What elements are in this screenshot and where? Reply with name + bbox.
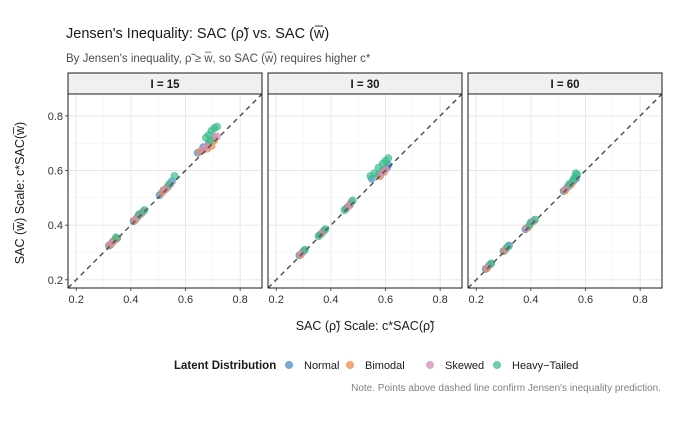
x-tick-label: 0.2 <box>469 294 484 306</box>
facet-strip-label: I = 60 <box>550 79 579 91</box>
x-tick-label: 0.6 <box>178 294 193 306</box>
data-point <box>370 169 379 178</box>
x-tick-label: 0.2 <box>269 294 284 306</box>
y-tick-label: 0.2 <box>48 275 63 287</box>
data-point <box>213 122 221 131</box>
legend-label: Normal <box>304 360 339 372</box>
data-point <box>314 232 323 240</box>
panel-border <box>467 93 663 289</box>
x-tick-label: 0.4 <box>323 294 338 306</box>
facet-strip-label: I = 15 <box>150 79 180 91</box>
data-point <box>503 243 512 251</box>
panel-border <box>67 93 263 289</box>
data-point <box>525 221 534 230</box>
y-tick-label: 0.4 <box>48 220 63 232</box>
data-point <box>206 136 214 145</box>
legend: Latent Distribution Normal Bimodal Skewed H… <box>174 360 578 372</box>
data-point <box>321 225 330 234</box>
facet-strip-label: I = 30 <box>350 79 379 91</box>
data-point <box>170 172 179 180</box>
x-tick-label: 0.8 <box>632 294 647 306</box>
data-point <box>487 259 496 268</box>
legend-key <box>426 361 434 369</box>
x-tick-label: 0.4 <box>123 294 138 306</box>
data-point <box>340 206 349 215</box>
reference-line <box>268 94 462 288</box>
legend-label: Skewed <box>445 360 484 372</box>
chart-title: Jensen's Inequality: SAC (ρ̃) vs. SAC (w… <box>66 26 329 42</box>
x-tick-label: 0.4 <box>523 294 538 306</box>
chart-subtitle: By Jensen's inequality, ρ̃ ≥ w̅, so SAC … <box>66 53 371 65</box>
y-tick-label: 0.6 <box>48 166 63 178</box>
legend-key <box>493 361 501 369</box>
panel-border <box>267 93 463 289</box>
x-tick-label: 0.6 <box>578 294 593 306</box>
legend-item: Heavy−Tailed <box>493 360 578 372</box>
facet-panel: I = 15 0.2 0.4 0.6 0.8 0.2 0.4 0.6 0.8 <box>48 72 263 306</box>
legend-label: Bimodal <box>365 360 405 372</box>
x-tick-label: 0.6 <box>378 294 393 306</box>
legend-label: Heavy−Tailed <box>512 360 578 372</box>
y-axis-title: SAC (w̅) Scale: c*SAC(w̅) <box>13 122 27 264</box>
x-tick-label: 0.2 <box>69 294 84 306</box>
facet-panels: I = 15 0.2 0.4 0.6 0.8 0.2 0.4 0.6 0.8 I = 30 0.2 0… <box>48 72 663 306</box>
legend-item: Skewed <box>426 360 484 372</box>
legend-item: Normal <box>285 360 339 372</box>
reference-line <box>468 94 662 288</box>
facet-panel: I = 30 0.2 0.4 0.6 0.8 <box>267 72 463 306</box>
caption-note: Note. Points above dashed line confirm J… <box>351 383 661 394</box>
data-point <box>300 245 309 254</box>
x-tick-label: 0.8 <box>432 294 447 306</box>
data-point <box>107 239 116 247</box>
x-tick-label: 0.8 <box>232 294 247 306</box>
x-axis-title: SAC (ρ̃) Scale: c*SAC(ρ̃) <box>296 319 435 333</box>
data-point <box>140 206 149 215</box>
points-layer <box>105 122 221 250</box>
legend-item: Bimodal <box>346 360 405 372</box>
facet-panel: I = 60 0.2 0.4 0.6 0.8 <box>467 72 663 306</box>
reference-line <box>68 94 262 288</box>
data-point <box>384 154 393 163</box>
legend-title: Latent Distribution <box>174 360 276 372</box>
y-tick-label: 0.8 <box>48 111 63 123</box>
data-point <box>531 215 539 224</box>
legend-key <box>285 361 293 369</box>
legend-key <box>346 361 354 369</box>
data-point <box>572 169 580 178</box>
data-point <box>161 185 169 194</box>
